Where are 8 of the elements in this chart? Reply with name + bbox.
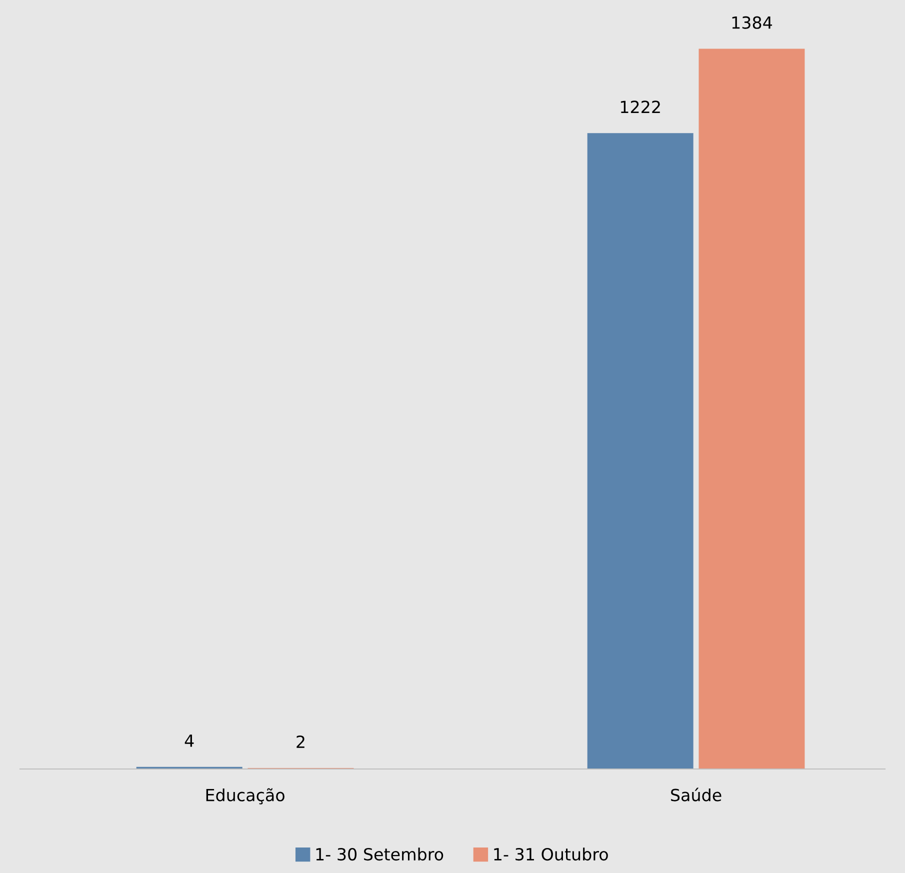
x-tick-label: Educação <box>206 788 284 804</box>
data-label: 1222 <box>620 100 660 113</box>
data-label: 2 <box>296 735 304 748</box>
data-label: 1384 <box>732 16 772 29</box>
data-label: 4 <box>184 734 194 747</box>
x-tick-label: Saúde <box>671 788 722 802</box>
legend-label: 1- 31 Outubro <box>494 848 608 861</box>
legend-label: 1- 30 Setembro <box>316 848 444 861</box>
